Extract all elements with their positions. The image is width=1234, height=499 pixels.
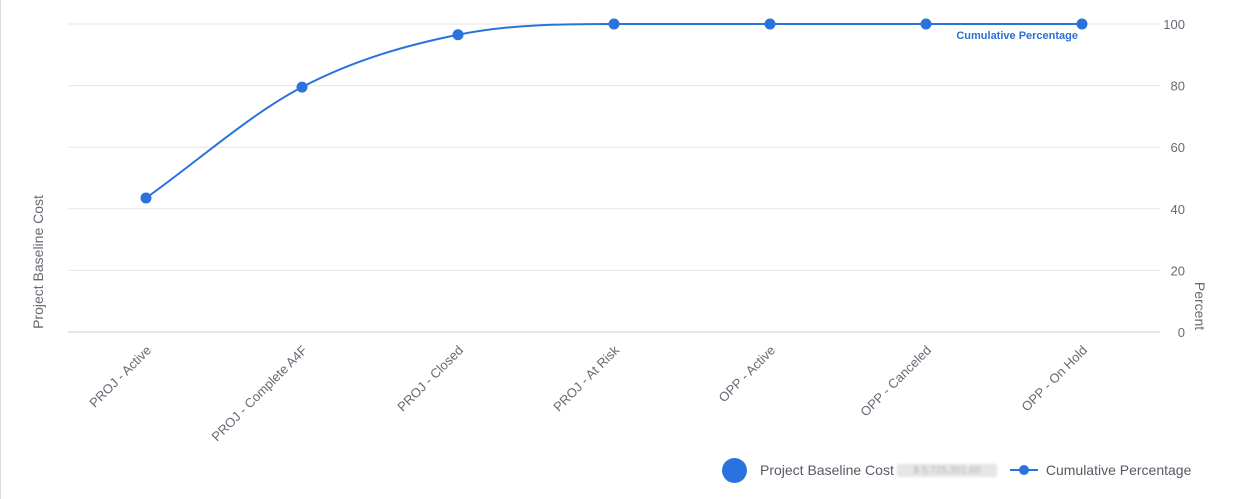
x-category-label: OPP - On Hold xyxy=(1018,343,1090,415)
cumulative-percentage-point[interactable] xyxy=(764,18,776,30)
x-category-label: OPP - Active xyxy=(716,343,779,406)
legend-total-value-redacted: $ 5,725,351.60 xyxy=(896,463,997,477)
x-category-label: OPP - Canceled xyxy=(857,343,934,420)
cumulative-percentage-point[interactable] xyxy=(140,192,152,204)
x-category-label: PROJ - At Risk xyxy=(550,342,622,414)
cumulative-percentage-point[interactable] xyxy=(452,29,464,41)
cumulative-percentage-point[interactable] xyxy=(920,18,932,30)
line-marker-icon xyxy=(1009,463,1038,477)
circle-marker-icon xyxy=(722,457,747,483)
cumulative-percentage-points xyxy=(140,18,1088,204)
cumulative-percentage-line xyxy=(145,22,1082,199)
panel-left-border xyxy=(0,0,1,499)
legend-item-project-baseline-cost[interactable]: Project Baseline Cost $ 5,725,351.60 xyxy=(722,457,997,483)
x-axis-category-labels: PROJ - Active PROJ - Complete A4F PROJ - C… xyxy=(86,342,1090,444)
legend-item-cumulative-percentage[interactable]: Cumulative Percentage xyxy=(997,462,1192,478)
cumulative-percentage-point[interactable] xyxy=(608,18,620,30)
legend-label-project-baseline-cost: Project Baseline Cost xyxy=(760,462,894,478)
grid xyxy=(68,23,1160,333)
y-tick-label: 20 xyxy=(1171,263,1185,278)
y-tick-label: 80 xyxy=(1171,79,1185,94)
x-category-label: PROJ - Closed xyxy=(394,343,466,415)
cumulative-percentage-point[interactable] xyxy=(296,81,308,93)
x-category-label: PROJ - Complete A4F xyxy=(209,342,311,444)
y-tick-label: 60 xyxy=(1171,140,1185,155)
y-tick-label: 40 xyxy=(1171,202,1185,217)
y-tick-label: 0 xyxy=(1178,325,1185,340)
legend: Project Baseline Cost $ 5,725,351.60 Cum… xyxy=(722,457,1191,483)
right-y-axis-title: Percent xyxy=(1192,282,1208,330)
right-y-axis-ticks: 0 20 40 60 80 100 xyxy=(1163,17,1185,340)
y-tick-label: 100 xyxy=(1163,17,1185,32)
cumulative-percentage-point[interactable] xyxy=(1076,18,1088,30)
legend-label-cumulative-percentage: Cumulative Percentage xyxy=(1045,462,1192,478)
x-category-label: PROJ - Active xyxy=(86,343,154,411)
series-inline-label: Cumulative Percentage xyxy=(956,30,1078,42)
left-y-axis-title: Project Baseline Cost xyxy=(30,195,46,329)
